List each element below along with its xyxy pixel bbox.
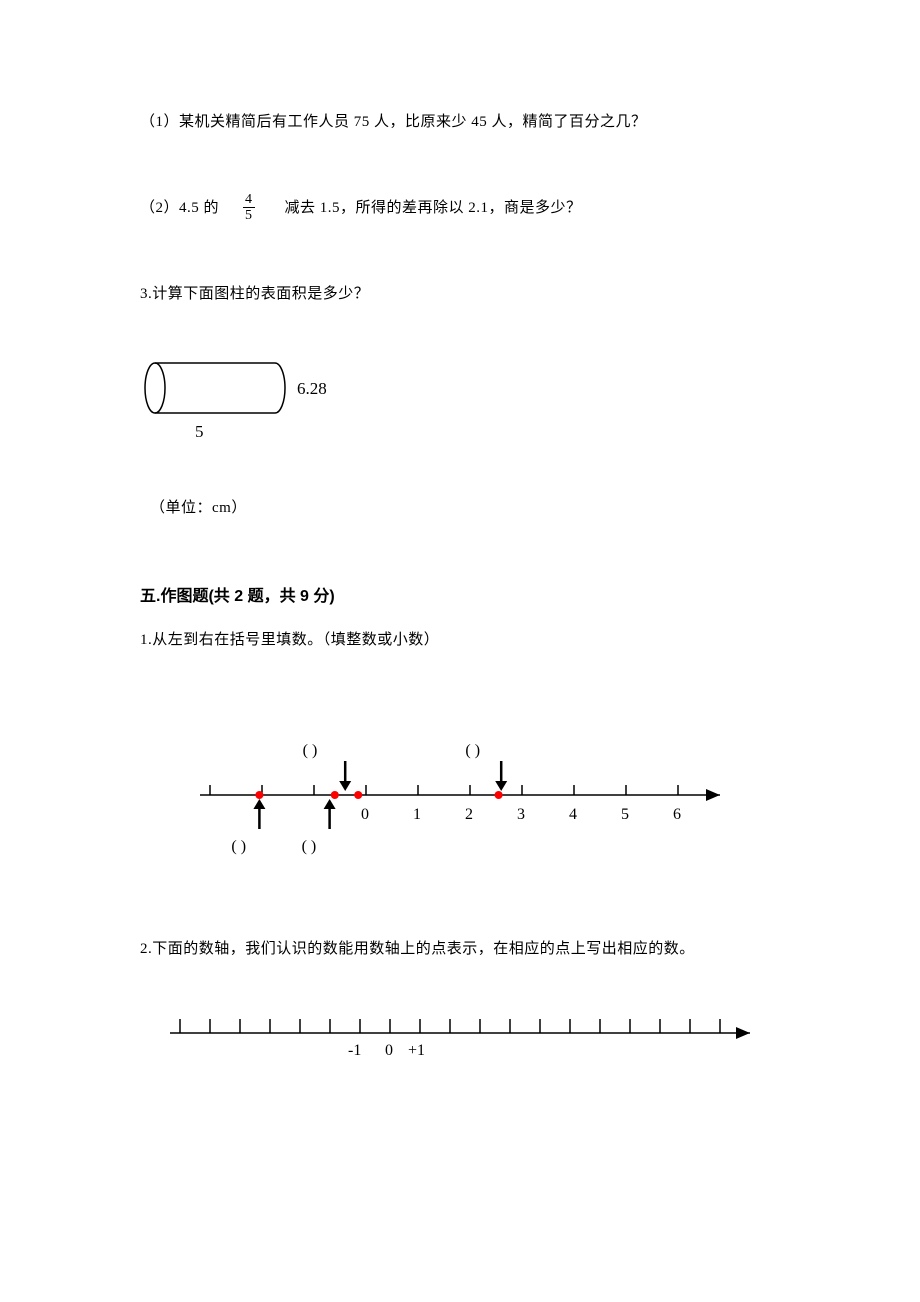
svg-text:2: 2	[465, 806, 473, 823]
svg-text:-1: -1	[348, 1042, 361, 1059]
cylinder-figure: 6.28 5	[140, 348, 780, 448]
fraction-4-5: 4 5	[237, 192, 261, 224]
number-line-2-figure: -1 0 +1	[140, 1003, 780, 1073]
number-line-2-svg: -1 0 +1	[140, 1003, 780, 1073]
section-5-heading: 五.作图题(共 2 题，共 9 分)	[140, 582, 780, 606]
svg-text:3: 3	[517, 806, 525, 823]
section-5-question-2: 2.下面的数轴，我们认识的数能用数轴上的点表示，在相应的点上写出相应的数。	[140, 930, 780, 969]
cylinder-svg: 6.28 5	[140, 348, 360, 448]
q2-text-post: 减去 1.5，所得的差再除以 2.1，商是多少？	[285, 196, 582, 220]
svg-text:6: 6	[673, 806, 681, 823]
svg-text:( ): ( )	[465, 742, 480, 759]
question-3: 3.计算下面图柱的表面积是多少？	[140, 282, 780, 306]
svg-text:4: 4	[569, 806, 577, 823]
svg-text:6.28: 6.28	[297, 379, 327, 398]
question-1: （1）某机关精简后有工作人员 75 人，比原来少 45 人，精简了百分之几？	[140, 110, 780, 134]
svg-text:1: 1	[413, 806, 421, 823]
document-page: （1）某机关精简后有工作人员 75 人，比原来少 45 人，精简了百分之几？ （…	[0, 0, 920, 1133]
number-line-1-figure: 0 1 2 3 4 5 6 ( ) ( ) ( ) ( )	[140, 700, 780, 870]
q2-text-pre: （2）4.5 的	[140, 196, 219, 220]
fraction-denominator: 5	[243, 208, 255, 223]
number-line-1-svg: 0 1 2 3 4 5 6 ( ) ( ) ( ) ( )	[140, 700, 760, 870]
svg-text:( ): ( )	[231, 838, 246, 855]
svg-text:0: 0	[361, 806, 369, 823]
svg-text:( ): ( )	[303, 742, 318, 759]
svg-text:( ): ( )	[302, 838, 317, 855]
svg-text:5: 5	[621, 806, 629, 823]
fraction-numerator: 4	[243, 192, 255, 208]
section-5-question-1: 1.从左到右在括号里填数。（填整数或小数）	[140, 628, 780, 652]
svg-text:5: 5	[195, 422, 204, 441]
svg-text:+1: +1	[408, 1042, 425, 1059]
unit-label: （单位：cm）	[140, 496, 780, 520]
svg-text:0: 0	[385, 1042, 393, 1059]
question-2: （2）4.5 的 4 5 减去 1.5，所得的差再除以 2.1，商是多少？	[140, 192, 780, 224]
